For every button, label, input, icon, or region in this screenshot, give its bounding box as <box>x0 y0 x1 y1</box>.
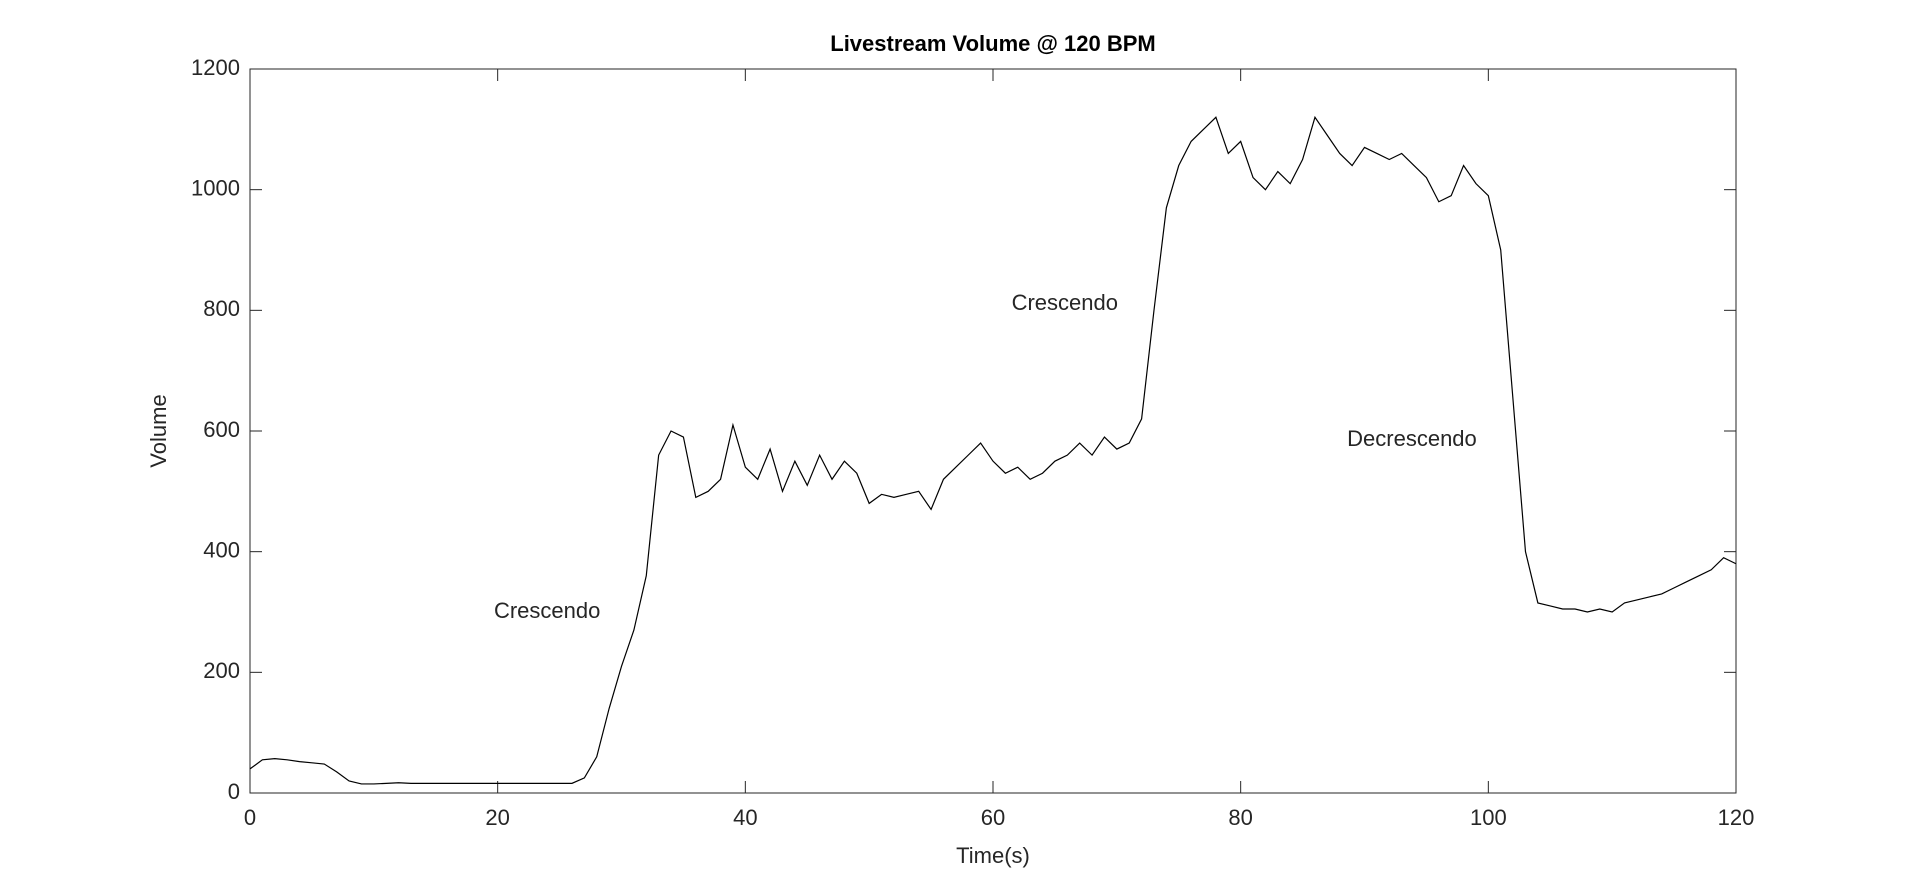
x-tick-label: 20 <box>485 805 509 830</box>
chart-title: Livestream Volume @ 120 BPM <box>830 31 1156 56</box>
y-tick-label: 0 <box>228 779 240 804</box>
x-tick-label: 40 <box>733 805 757 830</box>
y-tick-label: 200 <box>203 658 240 683</box>
plot-frame <box>249 68 1737 794</box>
y-axis-label: Volume <box>146 394 171 467</box>
y-tick-label: 1000 <box>191 175 240 200</box>
x-tick-label: 60 <box>981 805 1005 830</box>
x-tick-label: 0 <box>244 805 256 830</box>
annotation: Crescendo <box>1012 290 1118 315</box>
annotation: Decrescendo <box>1347 426 1477 451</box>
y-tick-label: 400 <box>203 537 240 562</box>
x-axis-label: Time(s) <box>956 843 1030 868</box>
data-line <box>249 115 1737 785</box>
y-tick-label: 600 <box>203 417 240 442</box>
x-tick-label: 120 <box>1718 805 1755 830</box>
x-tick-label: 100 <box>1470 805 1507 830</box>
annotation: Crescendo <box>494 598 600 623</box>
y-tick-label: 1200 <box>191 55 240 80</box>
x-tick-label: 80 <box>1228 805 1252 830</box>
y-tick-label: 800 <box>203 296 240 321</box>
